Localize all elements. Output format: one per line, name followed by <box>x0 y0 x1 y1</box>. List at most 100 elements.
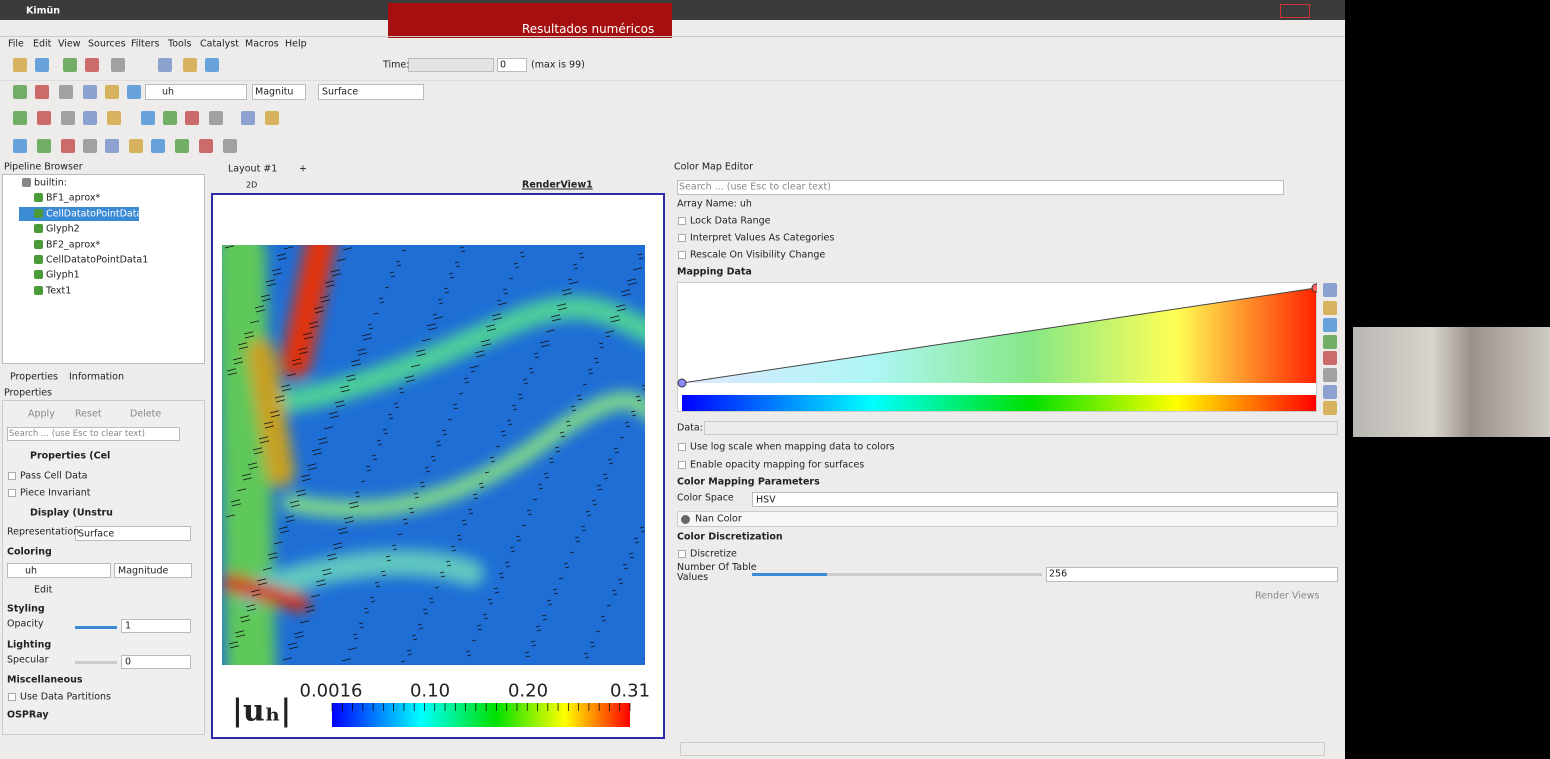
toolbar-icon[interactable] <box>35 85 49 99</box>
pipeline-item[interactable]: CellDatatoPointData2 <box>46 208 149 220</box>
tab[interactable]: Information <box>69 371 124 383</box>
menu-item[interactable]: Tools <box>168 38 192 50</box>
toolbar-icon[interactable] <box>13 85 27 99</box>
specular-slider[interactable] <box>75 661 117 664</box>
property-label[interactable]: Edit <box>34 584 53 596</box>
toolbar-icon[interactable] <box>1323 385 1337 399</box>
menu-item[interactable]: Filters <box>131 38 160 50</box>
toolbar-icon[interactable] <box>13 139 27 153</box>
menu-item[interactable]: Help <box>285 38 307 50</box>
specular-field[interactable] <box>121 655 191 669</box>
array-value[interactable]: uh <box>162 86 175 98</box>
checkbox[interactable] <box>678 443 686 451</box>
menu-item[interactable]: File <box>8 38 24 50</box>
pipeline-item[interactable]: Text1 <box>46 285 72 297</box>
toolbar-icon[interactable] <box>83 111 97 125</box>
toolbar-icon[interactable] <box>141 111 155 125</box>
property-label[interactable]: 1 <box>125 620 132 632</box>
checkbox[interactable] <box>8 489 16 497</box>
pipeline-item[interactable]: builtin: <box>34 177 67 189</box>
toolbar-icon[interactable] <box>241 111 255 125</box>
toolbar-icon[interactable] <box>63 58 77 72</box>
toolbar-icon[interactable] <box>13 58 27 72</box>
toolbar-icon[interactable] <box>129 139 143 153</box>
property-label[interactable]: Magnitude <box>118 565 169 577</box>
editor-label[interactable]: Render Views <box>1255 590 1320 602</box>
toolbar-icon[interactable] <box>61 139 75 153</box>
toolbar-icon[interactable] <box>105 85 119 99</box>
component-value[interactable]: Magnitu <box>255 86 294 98</box>
cm-search[interactable] <box>677 180 1284 195</box>
color-array-field[interactable] <box>7 563 111 578</box>
checkbox[interactable] <box>678 217 686 225</box>
color-component-field[interactable] <box>114 563 192 578</box>
toolbar-icon[interactable] <box>1323 318 1337 332</box>
toolbar-icon[interactable] <box>105 139 119 153</box>
toolbar-icon[interactable] <box>37 139 51 153</box>
editor-label[interactable]: HSV <box>756 494 776 506</box>
checkbox[interactable] <box>678 550 686 558</box>
toolbar-icon[interactable] <box>199 139 213 153</box>
checkbox[interactable] <box>678 251 686 259</box>
property-label[interactable]: uh <box>25 565 38 577</box>
nan-color-button[interactable] <box>677 511 1338 527</box>
toolbar-icon[interactable] <box>183 58 197 72</box>
toolbar-icon[interactable] <box>1323 368 1337 382</box>
pipeline-item[interactable]: Glyph1 <box>46 269 80 281</box>
time-step[interactable] <box>497 58 527 72</box>
toolbar-icon[interactable] <box>111 58 125 72</box>
toolbar-icon[interactable] <box>209 111 223 125</box>
toolbar-icon[interactable] <box>185 111 199 125</box>
toolbar-icon[interactable] <box>205 58 219 72</box>
toolbar-icon[interactable] <box>265 111 279 125</box>
toolbar-icon[interactable] <box>85 58 99 72</box>
toolbar-icon[interactable] <box>59 85 73 99</box>
toolbar-icon[interactable] <box>83 139 97 153</box>
menu-item[interactable]: Sources <box>88 38 126 50</box>
toolbar-icon[interactable] <box>158 58 172 72</box>
tab[interactable]: Properties <box>10 371 59 383</box>
opacity-field[interactable] <box>121 619 191 633</box>
time-step-value[interactable]: 0 <box>500 59 507 71</box>
representation-field[interactable] <box>75 526 191 541</box>
toolbar-icon[interactable] <box>107 111 121 125</box>
menu-item[interactable]: Macros <box>245 38 279 50</box>
property-label[interactable]: 0 <box>125 656 132 668</box>
toolbar-icon[interactable] <box>1323 401 1337 415</box>
toolbar-icon[interactable] <box>35 58 49 72</box>
menu-item[interactable]: Catalyst <box>200 38 239 50</box>
table-slider[interactable] <box>752 573 1042 576</box>
checkbox[interactable] <box>678 234 686 242</box>
editor-label[interactable]: Nan Color <box>695 513 742 525</box>
checkbox[interactable] <box>8 472 16 480</box>
pipeline-item[interactable]: BF2_aprox* <box>46 239 101 251</box>
pipeline-item[interactable]: BF1_aprox* <box>46 192 101 204</box>
menu-item[interactable]: Edit <box>33 38 52 50</box>
toolbar-icon[interactable] <box>223 139 237 153</box>
button[interactable]: Delete <box>130 408 162 420</box>
editor-label[interactable]: 256 <box>1049 568 1068 580</box>
data-field[interactable] <box>704 421 1338 435</box>
table-values-field[interactable] <box>1046 567 1338 582</box>
toolbar-icon[interactable] <box>1323 301 1337 315</box>
toolbar-icon[interactable] <box>13 111 27 125</box>
toolbar-icon[interactable] <box>127 85 141 99</box>
checkbox[interactable] <box>678 461 686 469</box>
component-select[interactable] <box>252 84 306 100</box>
toolbar-icon[interactable] <box>1323 351 1337 365</box>
button[interactable]: Apply <box>28 408 55 420</box>
toolbar-icon[interactable] <box>151 139 165 153</box>
pipeline-item[interactable]: CellDatatoPointData1 <box>46 254 149 266</box>
toolbar-icon[interactable] <box>83 85 97 99</box>
representation-select[interactable] <box>318 84 424 100</box>
search-field[interactable] <box>7 427 180 441</box>
pipeline-item[interactable]: Glyph2 <box>46 223 80 235</box>
toolbar-icon[interactable] <box>175 139 189 153</box>
layout-tab[interactable]: Layout #1 <box>228 163 278 175</box>
mode-toggle[interactable]: 2D <box>246 180 258 190</box>
color-space-select[interactable] <box>752 492 1338 507</box>
representation-value[interactable]: Surface <box>322 86 359 98</box>
toolbar-icon[interactable] <box>61 111 75 125</box>
add-tab[interactable]: + <box>299 163 307 175</box>
checkbox[interactable] <box>8 693 16 701</box>
